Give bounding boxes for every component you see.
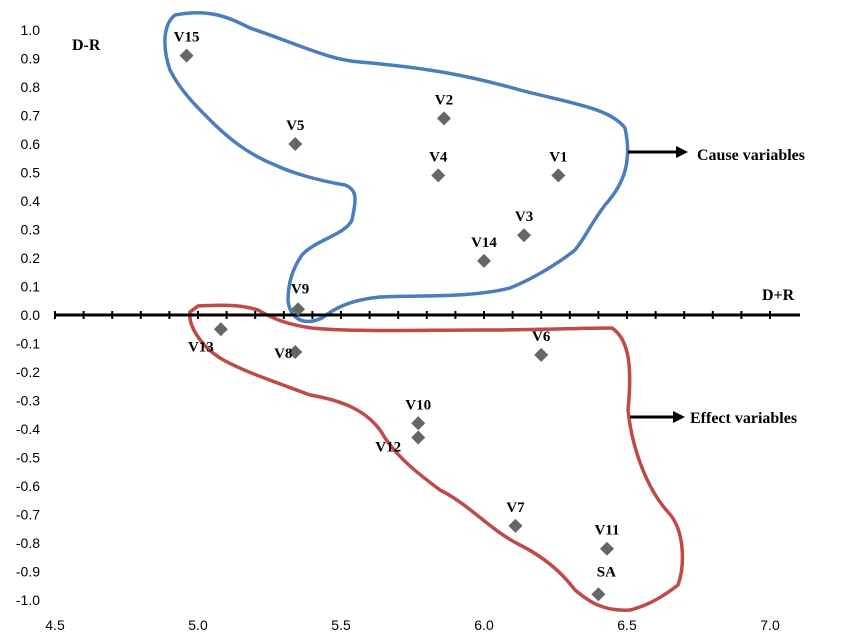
data-point-v1 <box>551 168 566 183</box>
x-axis-minor-ticks <box>54 311 771 319</box>
y-tick-label: -0.4 <box>16 421 40 437</box>
y-tick-label: 0.4 <box>21 193 41 209</box>
data-label-v7: V7 <box>506 500 525 516</box>
data-point-v4 <box>431 168 446 183</box>
y-tick-label: -0.5 <box>16 450 40 466</box>
y-tick-labels: 1.0 0.9 0.8 0.7 0.6 0.5 0.4 0.3 0.2 0.1 0.0 -0.1 -0.… <box>16 22 40 608</box>
data-label-v8: V8 <box>274 346 292 362</box>
cause-variables-label: Cause variables <box>697 147 805 164</box>
x-tick-label: 7.0 <box>760 617 780 633</box>
data-point-v6 <box>534 347 549 362</box>
data-label-v11: V11 <box>594 523 619 539</box>
y-tick-label: 0.1 <box>21 279 41 295</box>
data-point-v3 <box>517 228 532 243</box>
y-tick-label: -0.9 <box>16 564 40 580</box>
data-label-v9: V9 <box>291 281 309 297</box>
y-axis-label: D-R <box>72 37 101 54</box>
data-point-v11 <box>599 541 614 556</box>
data-label-v14: V14 <box>471 235 497 251</box>
data-point-v12 <box>411 430 426 445</box>
data-label-v4: V4 <box>429 149 448 165</box>
data-point-v2 <box>436 111 451 126</box>
data-point-v13 <box>213 322 228 337</box>
y-tick-label: -0.8 <box>16 535 40 551</box>
effect-arrow-head <box>673 411 685 423</box>
data-label-v12: V12 <box>375 440 401 456</box>
data-points: V15 V5 V2 V4 V1 V3 V14 V9 V13 V8 V6 V10 V12 V7 V11 SA <box>174 30 619 602</box>
data-point-v9 <box>291 302 306 317</box>
y-tick-label: 0.0 <box>21 307 41 323</box>
y-tick-label: 0.8 <box>21 79 41 95</box>
data-point-sa <box>591 587 606 602</box>
cause-arrow-head <box>676 146 688 158</box>
effect-variables-outline <box>188 303 685 612</box>
data-label-v15: V15 <box>174 30 200 46</box>
data-label-v10: V10 <box>405 397 431 413</box>
y-tick-label: 0.2 <box>21 250 41 266</box>
y-tick-label: 0.5 <box>21 165 41 181</box>
x-tick-label: 6.0 <box>474 617 494 633</box>
y-tick-label: -0.7 <box>16 507 40 523</box>
x-tick-label: 6.5 <box>617 617 637 633</box>
data-label-v13: V13 <box>188 339 214 355</box>
data-point-v10 <box>411 416 426 431</box>
y-tick-label: 0.9 <box>21 51 41 67</box>
data-point-v14 <box>477 253 491 268</box>
x-axis-label: D+R <box>762 287 795 304</box>
y-tick-label: 0.6 <box>21 136 41 152</box>
y-tick-label: 1.0 <box>21 22 41 38</box>
x-tick-labels: 4.5 5.0 5.5 6.0 6.5 7.0 <box>45 617 780 633</box>
y-tick-label: -0.1 <box>16 336 40 352</box>
y-tick-label: 0.3 <box>21 222 41 238</box>
y-tick-label: 0.7 <box>21 108 41 124</box>
x-tick-label: 5.0 <box>188 617 208 633</box>
x-tick-label: 5.5 <box>331 617 351 633</box>
data-label-v2: V2 <box>435 92 453 108</box>
y-tick-label: -0.6 <box>16 478 40 494</box>
data-point-v7 <box>508 518 523 533</box>
effect-annotation: Effect variables <box>630 410 797 427</box>
data-label-v3: V3 <box>515 209 533 225</box>
data-label-sa: SA <box>597 564 616 580</box>
x-tick-label: 4.5 <box>45 617 65 633</box>
data-label-v1: V1 <box>549 149 567 165</box>
data-point-v15 <box>179 48 194 63</box>
y-tick-label: -0.3 <box>16 393 40 409</box>
data-point-v5 <box>288 137 303 151</box>
effect-variables-label: Effect variables <box>690 410 797 427</box>
y-tick-label: -0.2 <box>16 364 40 380</box>
data-point-v8 <box>288 345 303 360</box>
cause-variables-outline <box>163 10 630 324</box>
y-tick-label: -1.0 <box>16 592 40 608</box>
data-label-v6: V6 <box>532 329 551 345</box>
data-label-v5: V5 <box>286 118 304 134</box>
cause-annotation: Cause variables <box>628 146 805 164</box>
